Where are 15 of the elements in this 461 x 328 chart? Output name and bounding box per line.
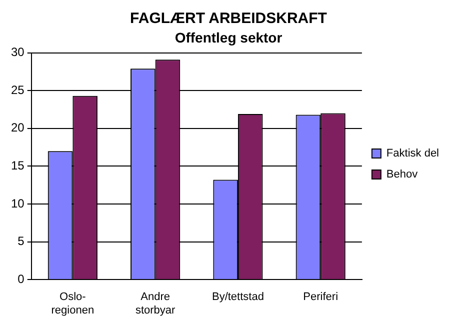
x-tick-label: Andre storbyar <box>135 291 176 316</box>
y-tick-label: 0 <box>18 272 25 286</box>
y-tick-label: 25 <box>10 82 25 97</box>
y-tick-label: 30 <box>10 45 25 60</box>
y-tick-label: 20 <box>10 120 25 135</box>
legend-label: Behov <box>386 168 418 181</box>
y-tick-label: 10 <box>10 196 25 210</box>
chart-subtitle: Offentleg sektor <box>174 29 283 46</box>
x-tick-label: By/tettstad <box>212 291 264 304</box>
y-tick-label: 5 <box>18 234 25 248</box>
y-tick-label: 15 <box>10 158 25 173</box>
x-tick-label: Periferi <box>303 291 338 304</box>
chart-title: FAGLÆRT ARBEIDSKRAFT <box>130 10 327 28</box>
x-tick-label: Oslo- regionen <box>51 291 94 316</box>
legend-label: Faktisk del <box>386 148 440 160</box>
